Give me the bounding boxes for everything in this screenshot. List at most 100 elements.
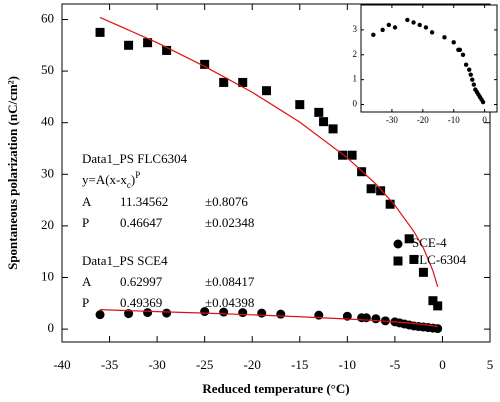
y-tick-label: 3 (353, 24, 358, 34)
square-point (404, 234, 414, 244)
fit-param: 0.49369 (120, 295, 162, 310)
circle-point (162, 308, 172, 318)
circle-point (468, 72, 473, 77)
circle-point (463, 62, 469, 67)
fit-param: ±0.8076 (205, 194, 248, 209)
x-tick-label: 5 (487, 357, 494, 372)
square-point (347, 150, 357, 160)
fit-curve (99, 16, 439, 287)
fit-param: P (82, 215, 89, 230)
y-tick-label: 0 (353, 99, 358, 109)
circle-point (95, 310, 105, 320)
square-point (385, 199, 395, 209)
x-tick-label: -40 (53, 357, 70, 372)
x-tick-label: -30 (148, 357, 165, 372)
circle-point (471, 82, 477, 87)
y-tick-label: 20 (41, 217, 54, 232)
circle-point (457, 47, 463, 52)
circle-point (417, 22, 422, 28)
x-tick-label: -25 (196, 357, 213, 372)
square-point (219, 77, 229, 87)
circle-point (392, 25, 398, 30)
y-tick-label: 2 (353, 49, 358, 59)
fit-param: ±0.02348 (205, 215, 254, 230)
fit-param: A (82, 194, 92, 209)
square-point (338, 150, 348, 160)
circle-point (143, 308, 153, 318)
formula-part: P (135, 170, 140, 180)
fit-param: ±0.04398 (205, 295, 254, 310)
square-point (366, 184, 376, 194)
formula-part: ) (131, 172, 135, 187)
y-axis-title: Spontaneous polarization (nC/cm²) (5, 76, 20, 270)
x-tick-label: -35 (101, 357, 118, 372)
square-point (295, 100, 305, 110)
legend-marker (393, 239, 403, 249)
y-tick-label: 10 (41, 268, 54, 283)
circle-point (411, 20, 416, 25)
circle-point (380, 27, 385, 33)
square-point (261, 86, 271, 96)
y-tick-label: 0 (48, 320, 55, 335)
square-point (95, 27, 105, 37)
circle-point (423, 25, 429, 30)
fit-title: Data1_PS FLC6304 (82, 151, 188, 166)
fit-param: A (82, 274, 92, 289)
circle-point (124, 309, 134, 319)
square-point (409, 254, 419, 264)
square-point (328, 124, 338, 134)
legend-label: FLC-6304 (412, 252, 467, 267)
circle-point (371, 314, 381, 324)
fit-param: ±0.08417 (205, 274, 255, 289)
formula-part: c (127, 180, 131, 190)
circle-point (470, 77, 475, 82)
square-point (319, 117, 329, 127)
x-tick-label: -30 (386, 115, 398, 125)
square-point (162, 45, 172, 55)
y-tick-label: 60 (41, 10, 54, 25)
square-point (376, 186, 386, 196)
x-tick-label: -5 (389, 357, 400, 372)
fit-param: 0.62997 (120, 274, 163, 289)
circle-point (480, 99, 486, 105)
x-tick-label: -10 (448, 115, 460, 125)
square-point (418, 267, 428, 277)
fit-param: P (82, 295, 89, 310)
legend-label: SCE-4 (412, 235, 447, 250)
circle-point (451, 40, 456, 45)
y-tick-label: 50 (41, 62, 54, 77)
x-axis-title: Reduced temperature (°C) (202, 381, 349, 396)
y-tick-label: 40 (41, 114, 54, 129)
fit-curve (100, 308, 438, 328)
square-point (314, 107, 324, 117)
x-tick-label: -20 (417, 115, 429, 125)
circle-point (257, 308, 267, 318)
square-point (143, 38, 153, 48)
fit-formula: y=A(x-xc)P (82, 170, 140, 190)
circle-point (361, 313, 371, 323)
y-tick-label: 30 (41, 165, 54, 180)
fit-param: 11.34562 (120, 194, 168, 209)
circle-point (276, 309, 286, 319)
square-point (200, 59, 210, 69)
circle-point (466, 67, 472, 72)
circle-point (442, 35, 447, 40)
square-point (433, 301, 443, 311)
circle-point (460, 52, 466, 57)
x-tick-label: -15 (291, 357, 308, 372)
x-tick-label: -10 (339, 357, 356, 372)
circle-point (386, 22, 392, 28)
legend-marker (393, 256, 403, 266)
square-point (124, 40, 134, 50)
fit-param: 0.46647 (120, 215, 163, 230)
x-tick-label: 0 (439, 357, 446, 372)
circle-point (433, 324, 443, 334)
formula-part: y=A(x-x (82, 172, 127, 187)
circle-point (371, 32, 376, 38)
fit-title: Data1_PS SCE4 (82, 253, 168, 268)
circle-point (429, 30, 435, 35)
y-tick-label: 1 (353, 74, 358, 84)
circle-point (405, 17, 410, 23)
x-tick-label: -20 (244, 357, 261, 372)
